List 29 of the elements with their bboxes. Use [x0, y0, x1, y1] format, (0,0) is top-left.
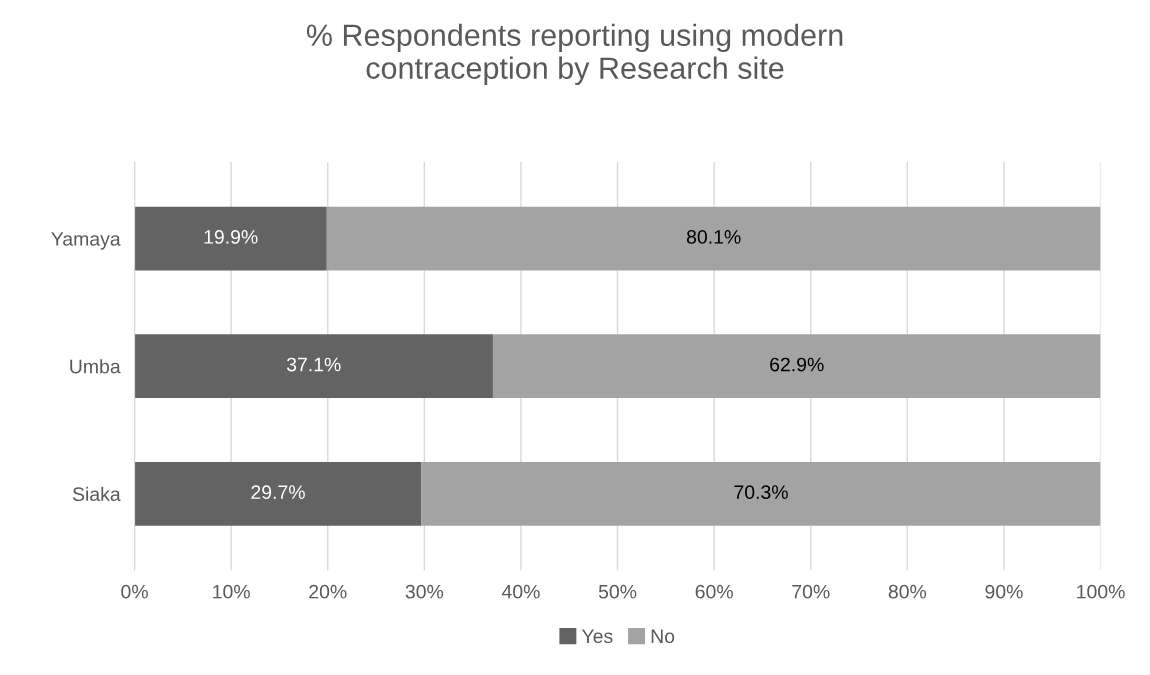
x-tick-label: 100% — [1077, 584, 1125, 599]
x-tick-label: 0% — [121, 584, 148, 599]
bar — [134, 206, 327, 271]
bar — [326, 206, 1101, 271]
y-tick-label: Siaka — [72, 486, 121, 502]
y-tick-label: Yamaya — [51, 232, 121, 250]
legend-label: No — [651, 629, 675, 644]
x-tick-label: 30% — [405, 584, 444, 599]
bar — [421, 461, 1101, 526]
bar — [134, 461, 422, 526]
data-label: 70.3% — [734, 485, 788, 500]
data-label: 62.9% — [770, 357, 824, 372]
y-tick-label: Umba — [70, 359, 121, 374]
data-label: 29.7% — [251, 485, 305, 500]
chart-title: % Respondents reporting using modern contraception by Research site — [306, 23, 843, 86]
x-tick-label: 70% — [792, 584, 830, 599]
bar — [492, 334, 1101, 399]
x-tick-label: 20% — [309, 584, 347, 599]
data-label: 19.9% — [204, 230, 258, 244]
x-tick-label: 40% — [501, 584, 540, 599]
legend-label: Yes — [581, 629, 613, 644]
x-tick-label: 10% — [213, 584, 250, 599]
x-tick-label: 80% — [888, 584, 927, 599]
x-tick-label: 50% — [598, 584, 637, 599]
bar — [134, 334, 493, 399]
x-tick-label: 90% — [985, 584, 1023, 599]
x-tick-label: 60% — [695, 584, 733, 599]
data-label: 80.1% — [686, 230, 741, 244]
data-label: 37.1% — [286, 357, 341, 372]
